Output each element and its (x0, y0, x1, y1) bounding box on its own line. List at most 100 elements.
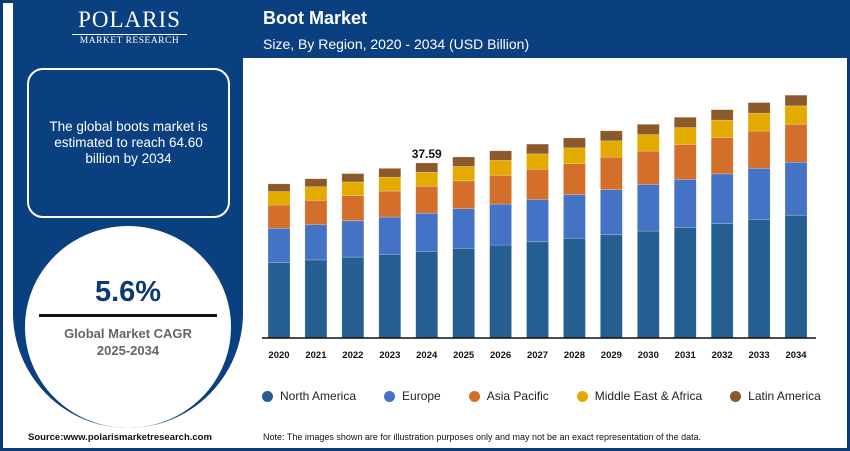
bar-2023-europe (378, 216, 402, 255)
cagr-label: Global Market CAGR 2025-2034 (25, 325, 231, 359)
bar-2020-europe (267, 227, 291, 263)
legend-label: Asia Pacific (486, 389, 549, 403)
x-tick-2031: 2031 (675, 350, 697, 361)
bar-2020-middle-east-africa (267, 191, 291, 206)
bar-2029-asia-pacific (600, 156, 623, 190)
bar-2026-latin-america (489, 150, 512, 161)
bar-2022-north-america (341, 256, 365, 339)
legend-label: Middle East & Africa (594, 389, 703, 403)
bar-2033-asia-pacific (747, 130, 771, 169)
bar-2030-middle-east-africa (636, 134, 660, 152)
bar-2031-europe (673, 179, 697, 228)
bar-2031-north-america (673, 227, 697, 339)
legend-label: North America (280, 389, 357, 403)
bar-2029-north-america (600, 234, 623, 339)
bar-2020-asia-pacific (267, 204, 291, 229)
x-tick-2023: 2023 (379, 350, 400, 361)
legend-swatch (576, 390, 588, 402)
cagr-label-line1: Global Market CAGR (64, 326, 192, 341)
x-tick-2020: 2020 (268, 350, 289, 361)
bar-2021-latin-america (304, 178, 328, 188)
x-tick-2022: 2022 (342, 350, 363, 361)
info-box: The global boots market is estimated to … (27, 68, 230, 218)
bar-2023-asia-pacific (378, 190, 402, 218)
bar-2025-asia-pacific (452, 180, 475, 210)
chart-subtitle: Size, By Region, 2020 - 2034 (USD Billio… (263, 36, 530, 52)
bar-2025-latin-america (452, 156, 475, 167)
bar-2030-north-america (636, 230, 660, 339)
bar-2025-middle-east-africa (452, 166, 475, 182)
bar-2027-latin-america (526, 143, 549, 155)
bar-2021-europe (304, 224, 328, 261)
x-tick-2025: 2025 (453, 350, 475, 361)
data-label-2024: 37.59 (412, 147, 442, 161)
x-tick-2024: 2024 (416, 350, 438, 361)
legend: North America Europe Asia Pacific Middle Ea… (262, 389, 849, 403)
bar-2033-latin-america (747, 102, 771, 114)
polaris-logo: POLARIS MARKET RESEARCH (72, 8, 187, 46)
cagr-divider (39, 314, 217, 317)
bar-2028-europe (563, 194, 586, 239)
bar-2031-middle-east-africa (673, 127, 697, 145)
bar-2026-north-america (489, 244, 512, 339)
logo-name: POLARIS (78, 7, 181, 32)
x-tick-2030: 2030 (638, 350, 659, 361)
x-tick-2028: 2028 (564, 350, 585, 361)
logo-tagline: MARKET RESEARCH (79, 36, 180, 46)
bar-2034-middle-east-africa (784, 105, 808, 125)
bar-2030-europe (636, 184, 660, 232)
x-tick-2027: 2027 (527, 350, 548, 361)
legend-swatch (384, 390, 396, 402)
bar-2032-europe (710, 173, 734, 224)
bar-2023-middle-east-africa (378, 176, 402, 192)
cagr-value: 5.6% (94, 276, 162, 308)
bar-2034-asia-pacific (784, 123, 808, 163)
legend-swatch (730, 390, 742, 402)
bar-2027-asia-pacific (526, 168, 549, 200)
bar-2033-europe (747, 167, 771, 220)
bar-2026-asia-pacific (489, 174, 512, 205)
legend-label: Latin America (748, 389, 821, 403)
bar-2033-north-america (747, 219, 771, 339)
x-tick-2033: 2033 (749, 350, 770, 361)
bar-2032-asia-pacific (710, 137, 734, 175)
legend-item-latin-america: Latin America (730, 389, 821, 403)
x-tick-2026: 2026 (490, 350, 511, 361)
bar-2026-middle-east-africa (489, 160, 512, 176)
bar-2020-latin-america (267, 183, 291, 192)
cagr-label-line2: 2025-2034 (96, 343, 160, 358)
bar-2034-europe (784, 161, 808, 216)
bar-2031-asia-pacific (673, 144, 697, 180)
bar-2022-middle-east-africa (341, 181, 365, 197)
cagr-circle (25, 226, 231, 428)
bar-2029-latin-america (600, 130, 623, 142)
source-text: Source:www.polarismarketresearch.com (28, 432, 212, 443)
bar-2021-asia-pacific (304, 200, 328, 225)
bar-2026-europe (489, 203, 512, 246)
bar-2024-europe (415, 212, 439, 252)
x-tick-2029: 2029 (601, 350, 622, 361)
legend-swatch (468, 390, 480, 402)
bar-2022-latin-america (341, 173, 365, 183)
bar-2028-latin-america (563, 137, 586, 149)
bar-2024-middle-east-africa (415, 171, 439, 187)
bar-2027-north-america (526, 241, 549, 339)
info-text: The global boots market is estimated to … (49, 119, 208, 166)
bar-2024-latin-america (415, 162, 439, 173)
bar-2020-north-america (267, 262, 291, 339)
bar-2032-middle-east-africa (710, 119, 734, 138)
bar-2034-latin-america (784, 94, 808, 107)
bar-2028-middle-east-africa (563, 147, 586, 164)
legend-item-europe: Europe (384, 389, 441, 403)
bar-2030-asia-pacific (636, 150, 660, 185)
bar-2033-middle-east-africa (747, 112, 771, 132)
legend-swatch (262, 390, 273, 402)
legend-item-north-america: North America (262, 389, 356, 403)
bar-2023-latin-america (378, 168, 402, 178)
bar-2031-latin-america (673, 116, 697, 128)
bar-2028-north-america (563, 238, 586, 339)
bar-2024-north-america (415, 250, 439, 339)
chart-title: Boot Market (263, 8, 368, 28)
bar-2025-north-america (452, 247, 475, 339)
bar-2021-middle-east-africa (304, 186, 328, 201)
